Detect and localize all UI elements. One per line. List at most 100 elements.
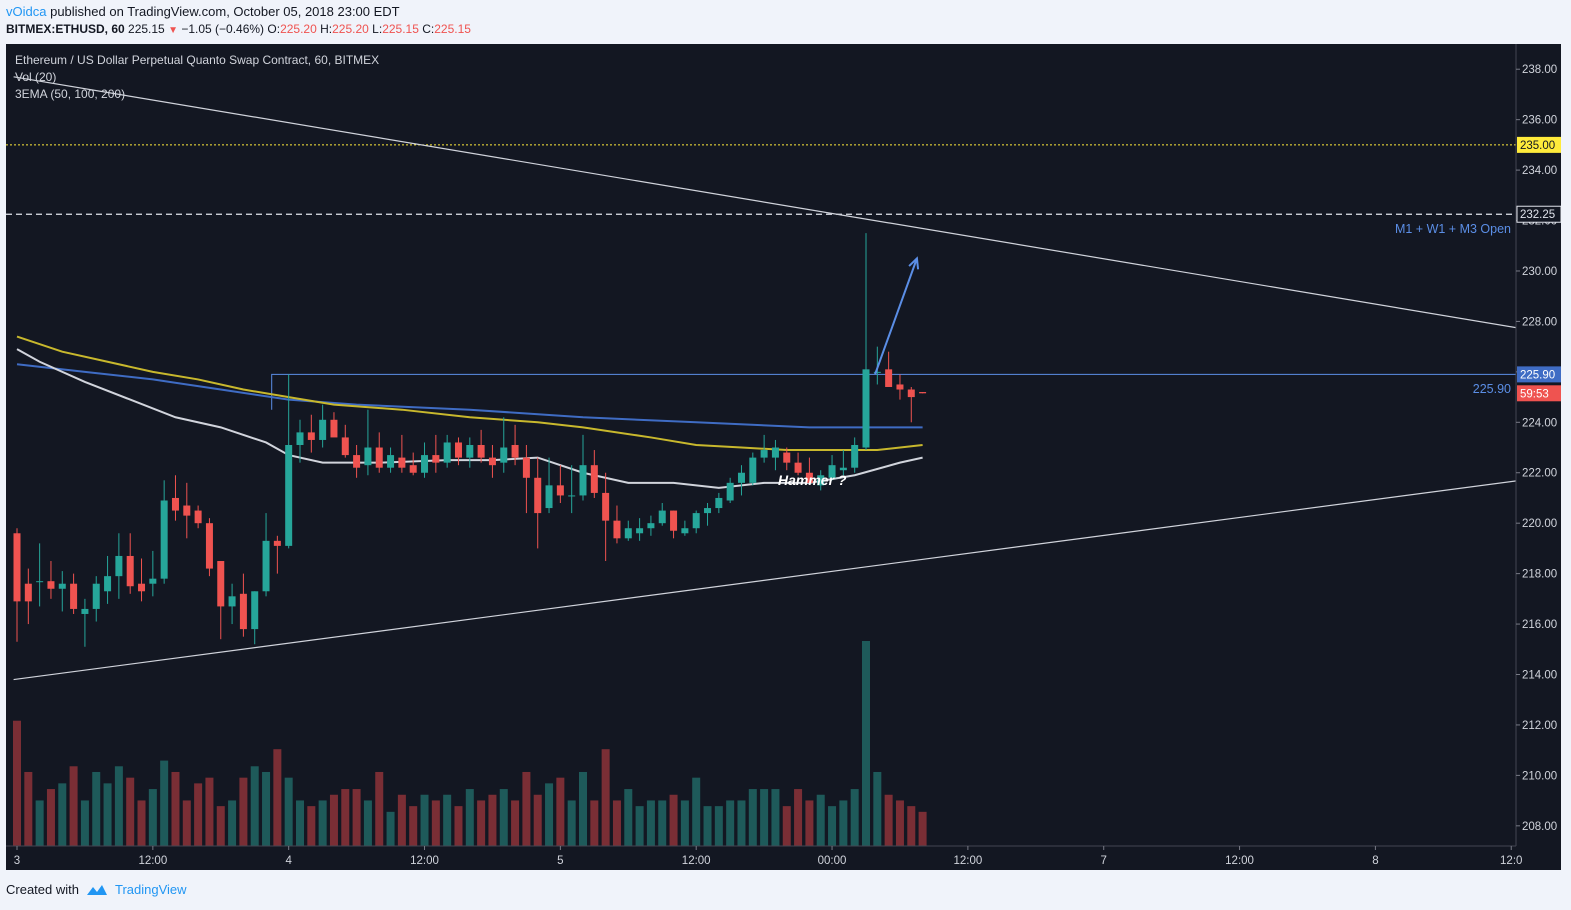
candle (771, 439, 779, 471)
candle (568, 465, 576, 514)
created-with-text: Created with (6, 882, 79, 897)
candle (307, 414, 315, 453)
volume-bar (80, 800, 89, 846)
candle (443, 434, 451, 468)
resistance-label: 225.90 (1473, 382, 1511, 396)
hammer-annotation: Hammer ? (778, 472, 847, 488)
candle (92, 576, 100, 622)
candle (239, 573, 247, 637)
last-price: 225.15 (128, 22, 165, 36)
candle-body (851, 445, 859, 468)
candle-body (636, 528, 644, 534)
candle-body (873, 371, 881, 373)
volume-bar (35, 800, 44, 846)
volume-bar (307, 806, 316, 846)
volume-bar (499, 789, 508, 846)
candle-body (681, 528, 689, 534)
candle-body (885, 369, 893, 387)
candle-body (353, 455, 361, 468)
volume-bar (296, 800, 304, 846)
published-text: published on TradingView.com, October 05… (50, 4, 400, 19)
countdown-tag: 59:53 (1517, 385, 1561, 402)
candle (228, 583, 236, 625)
price-tick-label: 220.00 (1522, 518, 1557, 530)
volume-bar (103, 783, 112, 846)
volume-bar (680, 800, 689, 846)
volume-bar (714, 806, 723, 846)
price-tick-label: 236.00 (1522, 115, 1557, 127)
candle-body (183, 505, 191, 516)
candle (919, 392, 927, 394)
candle (115, 533, 123, 599)
candle (545, 457, 553, 514)
chart-area[interactable]: Hammer ? M1 + W1 + M3 Open 225.90 238.00 23… (6, 44, 1562, 870)
volume-bar (567, 800, 576, 846)
volume-bar (873, 771, 882, 846)
candle-body (205, 523, 213, 569)
time-tick-label: 4 (285, 855, 292, 867)
candle-body (715, 497, 723, 509)
volume-bar (748, 789, 757, 846)
candle-body (92, 583, 100, 609)
volume-legend[interactable]: Vol (20) (15, 70, 57, 84)
candle-body (13, 533, 21, 602)
candle (398, 434, 406, 473)
candle-body (670, 510, 678, 531)
candle-body (364, 447, 372, 466)
author-link[interactable]: vOidca (6, 4, 47, 19)
candle-body (771, 447, 779, 458)
volume-bar (284, 777, 293, 846)
ohlc-line: BITMEX:ETHUSD, 60 225.15 ▼ −1.05 (−0.46%… (6, 22, 471, 36)
candle (24, 568, 32, 625)
price-tick-label: 214.00 (1522, 670, 1557, 682)
price-tick-label: 234.00 (1522, 165, 1557, 177)
candle (251, 591, 259, 645)
descending-trendline (13, 76, 1540, 333)
volume-bar (92, 771, 101, 846)
candle (488, 445, 496, 478)
time-tick-label: 12:00 (682, 855, 711, 867)
candle-body (126, 555, 134, 587)
volume-bar (454, 806, 463, 846)
candle-body (387, 455, 395, 468)
price-tick-label: 230.00 (1522, 266, 1557, 278)
up-arrow-icon (908, 256, 920, 270)
price-change: −1.05 (−0.46%) (181, 22, 265, 36)
volume-bar (228, 800, 237, 846)
volume-bar (465, 789, 474, 846)
candle (715, 492, 723, 514)
candle (138, 558, 146, 602)
tradingview-brand-link[interactable]: TradingView (114, 882, 187, 897)
time-tick-label: 12:00 (410, 855, 439, 867)
candle (341, 424, 349, 458)
candle (692, 510, 700, 534)
open-label: O: (267, 22, 281, 36)
chart-svg[interactable]: Hammer ? M1 + W1 + M3 Open 225.90 238.00 23… (6, 44, 1562, 870)
candle (828, 455, 836, 481)
candle (454, 437, 462, 466)
candle (13, 528, 21, 642)
time-tick-label: 5 (557, 855, 563, 867)
price-tag-225-90-bg (1517, 366, 1561, 383)
candle (726, 477, 734, 504)
price-tag-235-bg (1517, 136, 1561, 153)
candle-body (307, 432, 315, 440)
volume-bar (703, 806, 712, 846)
candle-body (262, 540, 270, 592)
candle-body (115, 555, 123, 577)
candle (760, 434, 768, 463)
low-label: L: (372, 22, 383, 36)
candle-body (375, 447, 383, 468)
volume-bar (262, 771, 271, 846)
candle (602, 472, 610, 562)
time-tick-label: 12:00 (953, 855, 982, 867)
candle-body (919, 392, 927, 394)
candle (511, 424, 519, 466)
candle-body (104, 576, 112, 592)
chart-title: Ethereum / US Dollar Perpetual Quanto Sw… (15, 53, 380, 67)
ema-legend[interactable]: 3EMA (50, 100, 200) (15, 87, 126, 101)
candle (183, 482, 191, 539)
volume-bar (13, 720, 21, 846)
open-value: 225.20 (280, 22, 317, 36)
time-tick-label: 12:0 (1500, 855, 1522, 867)
